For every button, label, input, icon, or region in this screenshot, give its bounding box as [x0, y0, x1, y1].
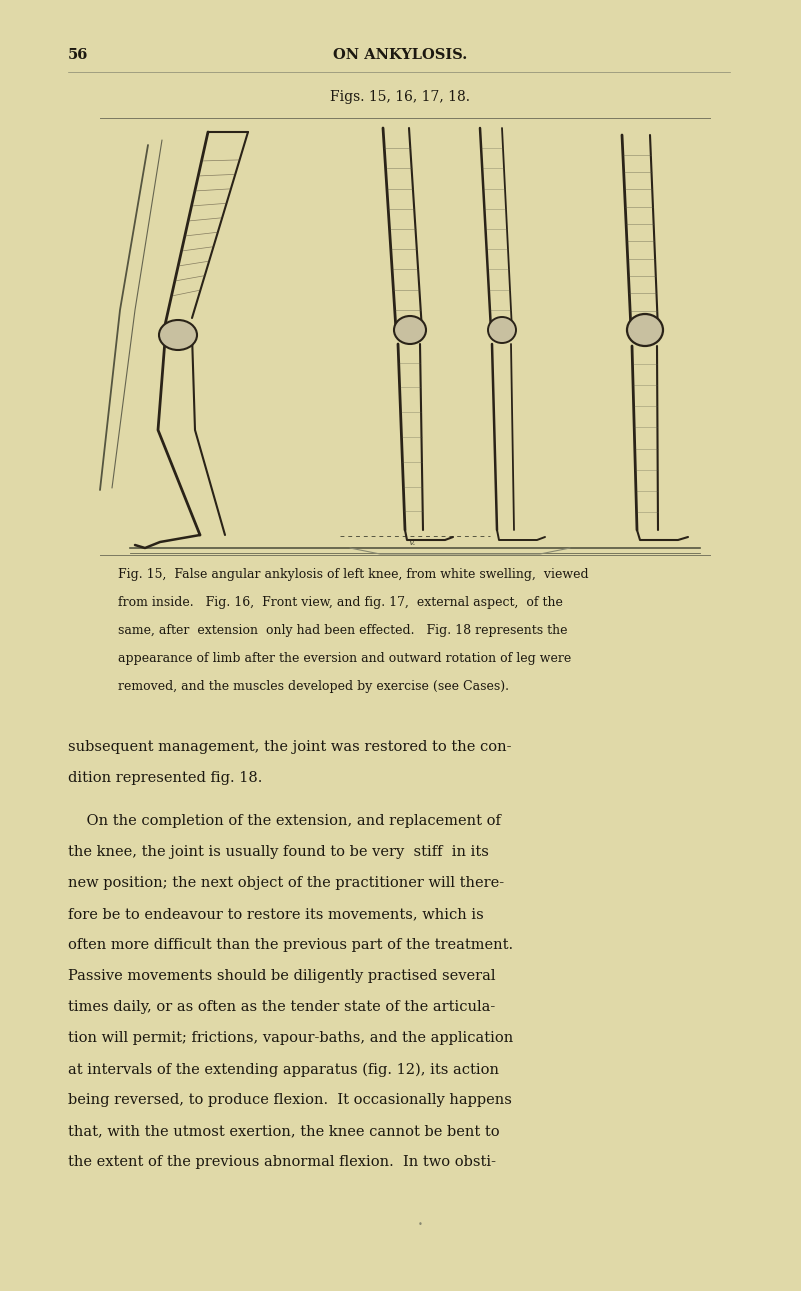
Text: from inside.   Fig. 16,  Front view, and fig. 17,  external aspect,  of the: from inside. Fig. 16, Front view, and fi…	[118, 596, 563, 609]
Text: same, after  extension  only had been effected.   Fig. 18 represents the: same, after extension only had been effe…	[118, 624, 567, 636]
Text: Passive movements should be diligently practised several: Passive movements should be diligently p…	[68, 970, 496, 984]
Text: tion will permit; frictions, vapour-baths, and the application: tion will permit; frictions, vapour-bath…	[68, 1032, 513, 1046]
Text: that, with the utmost exertion, the knee cannot be bent to: that, with the utmost exertion, the knee…	[68, 1124, 500, 1139]
Text: fore be to endeavour to restore its movements, which is: fore be to endeavour to restore its move…	[68, 908, 484, 922]
Text: the knee, the joint is usually found to be very  stiff  in its: the knee, the joint is usually found to …	[68, 846, 489, 860]
Text: On the completion of the extension, and replacement of: On the completion of the extension, and …	[68, 815, 501, 829]
Text: subsequent management, the joint was restored to the con-: subsequent management, the joint was res…	[68, 740, 512, 754]
Text: removed, and the muscles developed by exercise (see Cases).: removed, and the muscles developed by ex…	[118, 680, 509, 693]
Text: Figs. 15, 16, 17, 18.: Figs. 15, 16, 17, 18.	[330, 90, 470, 105]
Text: •: •	[417, 1220, 422, 1229]
Text: ON ANKYLOSIS.: ON ANKYLOSIS.	[333, 48, 467, 62]
Text: at intervals of the extending apparatus (fig. 12), its action: at intervals of the extending apparatus …	[68, 1062, 499, 1077]
Text: the extent of the previous abnormal flexion.  In two obsti-: the extent of the previous abnormal flex…	[68, 1155, 496, 1170]
Ellipse shape	[394, 316, 426, 343]
Text: dition represented fig. 18.: dition represented fig. 18.	[68, 771, 263, 785]
Text: new position; the next object of the practitioner will there-: new position; the next object of the pra…	[68, 877, 504, 891]
Text: Fig. 15,  False angular ankylosis of left knee, from white swelling,  viewed: Fig. 15, False angular ankylosis of left…	[118, 568, 589, 581]
Ellipse shape	[488, 318, 516, 343]
Ellipse shape	[627, 314, 663, 346]
Text: times daily, or as often as the tender state of the articula-: times daily, or as often as the tender s…	[68, 1001, 495, 1015]
Text: v.: v.	[409, 538, 416, 547]
Text: appearance of limb after the eversion and outward rotation of leg were: appearance of limb after the eversion an…	[118, 652, 571, 665]
Ellipse shape	[159, 320, 197, 350]
Text: often more difficult than the previous part of the treatment.: often more difficult than the previous p…	[68, 939, 513, 953]
Text: being reversed, to produce flexion.  It occasionally happens: being reversed, to produce flexion. It o…	[68, 1093, 512, 1108]
Text: 56: 56	[68, 48, 88, 62]
